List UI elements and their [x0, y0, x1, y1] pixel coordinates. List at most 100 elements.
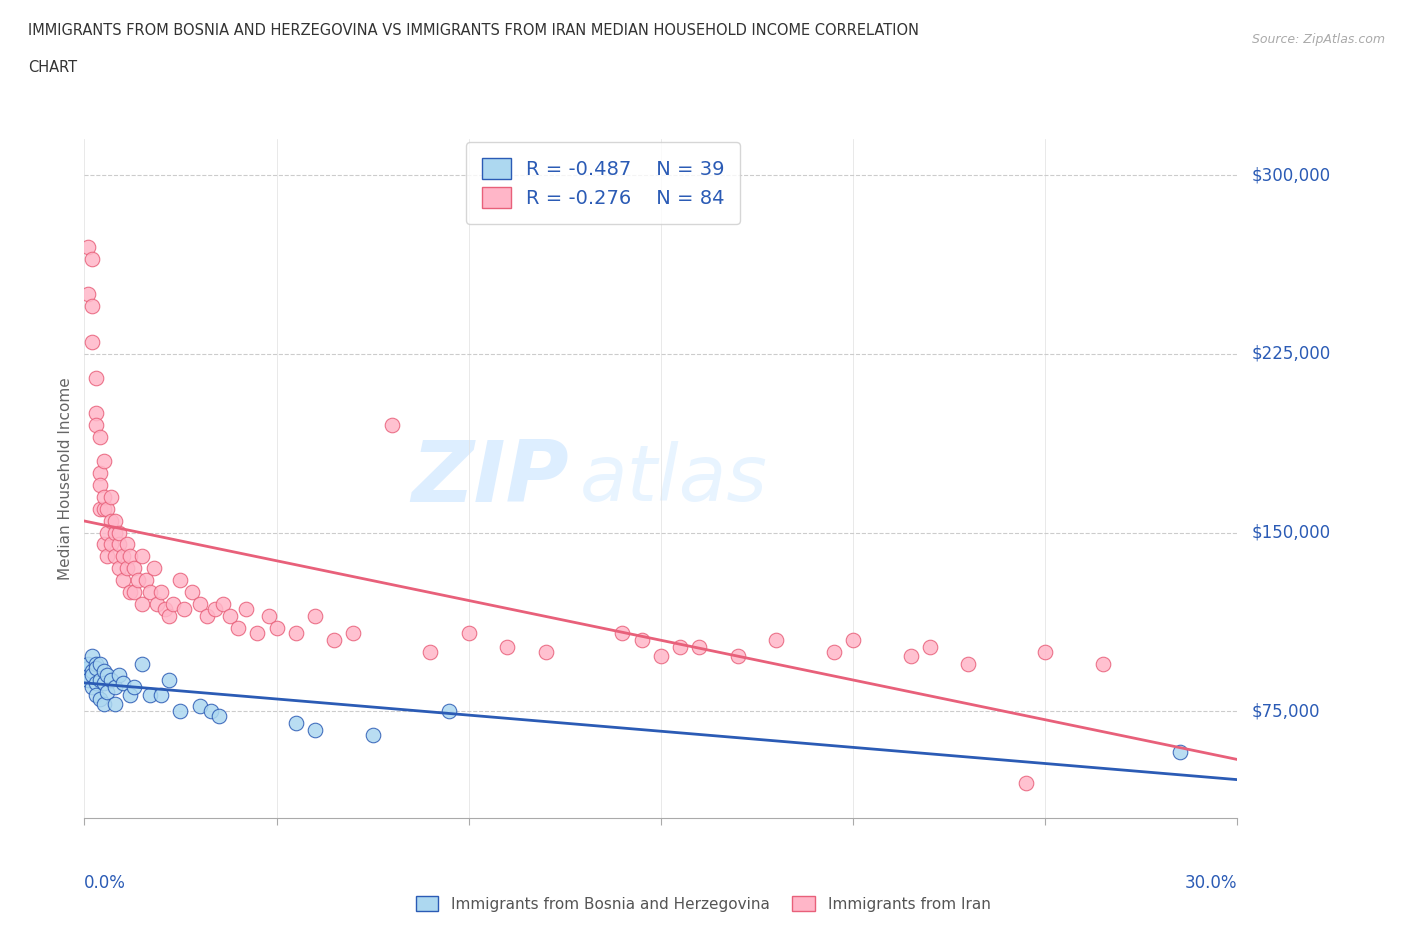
Point — [630, 632, 652, 647]
Point — [135, 573, 157, 588]
Point — [96, 525, 118, 540]
Point — [146, 596, 169, 611]
Point — [89, 466, 111, 481]
Point — [157, 672, 180, 687]
Point — [80, 668, 103, 683]
Point — [100, 672, 122, 687]
Point — [77, 657, 100, 671]
Point — [89, 477, 111, 492]
Point — [1168, 744, 1191, 759]
Point — [534, 644, 557, 659]
Point — [84, 418, 107, 432]
Point — [104, 697, 127, 711]
Text: atlas: atlas — [581, 441, 768, 517]
Point — [823, 644, 845, 659]
Point — [361, 727, 384, 742]
Point — [650, 649, 672, 664]
Point — [93, 537, 115, 551]
Point — [80, 663, 103, 678]
Point — [342, 625, 364, 640]
Point — [157, 608, 180, 623]
Point — [226, 620, 249, 635]
Point — [89, 657, 111, 671]
Point — [84, 687, 107, 702]
Text: $150,000: $150,000 — [1251, 524, 1330, 541]
Point — [108, 537, 131, 551]
Point — [80, 251, 103, 266]
Point — [284, 716, 307, 731]
Point — [1033, 644, 1056, 659]
Point — [266, 620, 288, 635]
Point — [96, 684, 118, 699]
Point — [612, 625, 634, 640]
Point — [900, 649, 922, 664]
Point — [77, 661, 100, 676]
Point — [77, 672, 100, 687]
Legend: Immigrants from Bosnia and Herzegovina, Immigrants from Iran: Immigrants from Bosnia and Herzegovina, … — [409, 889, 997, 918]
Point — [104, 680, 127, 695]
Text: 30.0%: 30.0% — [1185, 874, 1237, 892]
Point — [100, 537, 122, 551]
Point — [100, 513, 122, 528]
Point — [93, 675, 115, 690]
Point — [153, 602, 176, 617]
Point — [284, 625, 307, 640]
Point — [150, 585, 173, 600]
Point — [89, 692, 111, 707]
Point — [104, 549, 127, 564]
Point — [131, 596, 153, 611]
Point — [84, 657, 107, 671]
Point — [304, 723, 326, 737]
Point — [80, 680, 103, 695]
Point — [89, 672, 111, 687]
Point — [323, 632, 346, 647]
Text: 0.0%: 0.0% — [84, 874, 127, 892]
Point — [457, 625, 479, 640]
Point — [124, 561, 146, 576]
Point — [89, 430, 111, 445]
Point — [138, 687, 160, 702]
Point — [688, 640, 710, 655]
Point — [77, 286, 100, 301]
Point — [235, 602, 257, 617]
Point — [208, 709, 231, 724]
Point — [169, 704, 191, 719]
Point — [96, 668, 118, 683]
Point — [138, 585, 160, 600]
Point — [120, 585, 142, 600]
Text: IMMIGRANTS FROM BOSNIA AND HERZEGOVINA VS IMMIGRANTS FROM IRAN MEDIAN HOUSEHOLD : IMMIGRANTS FROM BOSNIA AND HERZEGOVINA V… — [28, 23, 920, 38]
Point — [181, 585, 204, 600]
Y-axis label: Median Household Income: Median Household Income — [58, 378, 73, 580]
Point — [80, 649, 103, 664]
Point — [84, 406, 107, 421]
Text: CHART: CHART — [28, 60, 77, 75]
Point — [246, 625, 269, 640]
Point — [188, 699, 211, 714]
Point — [89, 501, 111, 516]
Point — [93, 663, 115, 678]
Point — [169, 573, 191, 588]
Point — [131, 549, 153, 564]
Point — [173, 602, 195, 617]
Point — [93, 697, 115, 711]
Point — [120, 687, 142, 702]
Point — [115, 561, 138, 576]
Point — [131, 657, 153, 671]
Point — [80, 335, 103, 350]
Point — [195, 608, 218, 623]
Point — [104, 513, 127, 528]
Point — [111, 549, 134, 564]
Point — [1091, 657, 1114, 671]
Point — [100, 489, 122, 504]
Point — [104, 525, 127, 540]
Point — [304, 608, 326, 623]
Legend: R = -0.487    N = 39, R = -0.276    N = 84: R = -0.487 N = 39, R = -0.276 N = 84 — [465, 142, 741, 224]
Point — [115, 537, 138, 551]
Point — [108, 668, 131, 683]
Text: $300,000: $300,000 — [1251, 166, 1330, 184]
Text: Source: ZipAtlas.com: Source: ZipAtlas.com — [1251, 33, 1385, 46]
Point — [142, 561, 165, 576]
Point — [108, 561, 131, 576]
Point — [496, 640, 519, 655]
Point — [108, 525, 131, 540]
